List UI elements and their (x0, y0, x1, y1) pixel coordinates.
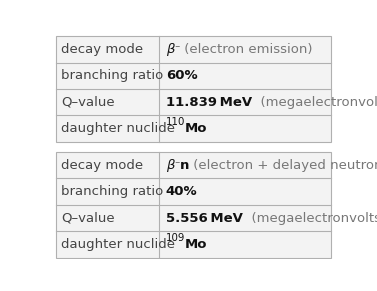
Text: Mo: Mo (185, 122, 208, 135)
Text: Mo: Mo (185, 238, 208, 251)
Text: branching ratio: branching ratio (61, 69, 163, 82)
Bar (56, 36, 331, 142)
Text: 110: 110 (166, 117, 185, 127)
Text: 109: 109 (166, 233, 185, 243)
Text: daughter nuclide: daughter nuclide (61, 122, 175, 135)
Text: branching ratio: branching ratio (61, 185, 163, 198)
Text: 40%: 40% (166, 185, 198, 198)
Text: Q–value: Q–value (61, 212, 115, 225)
Text: (electron emission): (electron emission) (179, 43, 312, 56)
Text: decay mode: decay mode (61, 159, 143, 172)
Text: n: n (179, 159, 189, 172)
Text: (megaelectronvolts): (megaelectronvolts) (252, 96, 377, 109)
Text: (electron + delayed neutron): (electron + delayed neutron) (189, 159, 377, 172)
Text: β: β (166, 159, 174, 172)
Text: Q–value: Q–value (61, 96, 115, 109)
Bar (56, 152, 331, 258)
Text: β: β (166, 43, 174, 56)
Text: decay mode: decay mode (61, 43, 143, 56)
Bar (56, 36, 331, 142)
Text: 11.839 MeV: 11.839 MeV (166, 96, 252, 109)
Text: daughter nuclide: daughter nuclide (61, 238, 175, 251)
Text: ⁻: ⁻ (174, 44, 179, 54)
Bar (56, 152, 331, 258)
Text: (megaelectronvolts): (megaelectronvolts) (243, 212, 377, 225)
Text: 5.556 MeV: 5.556 MeV (166, 212, 243, 225)
Text: ⁻: ⁻ (174, 160, 179, 170)
Text: 60%: 60% (166, 69, 198, 82)
